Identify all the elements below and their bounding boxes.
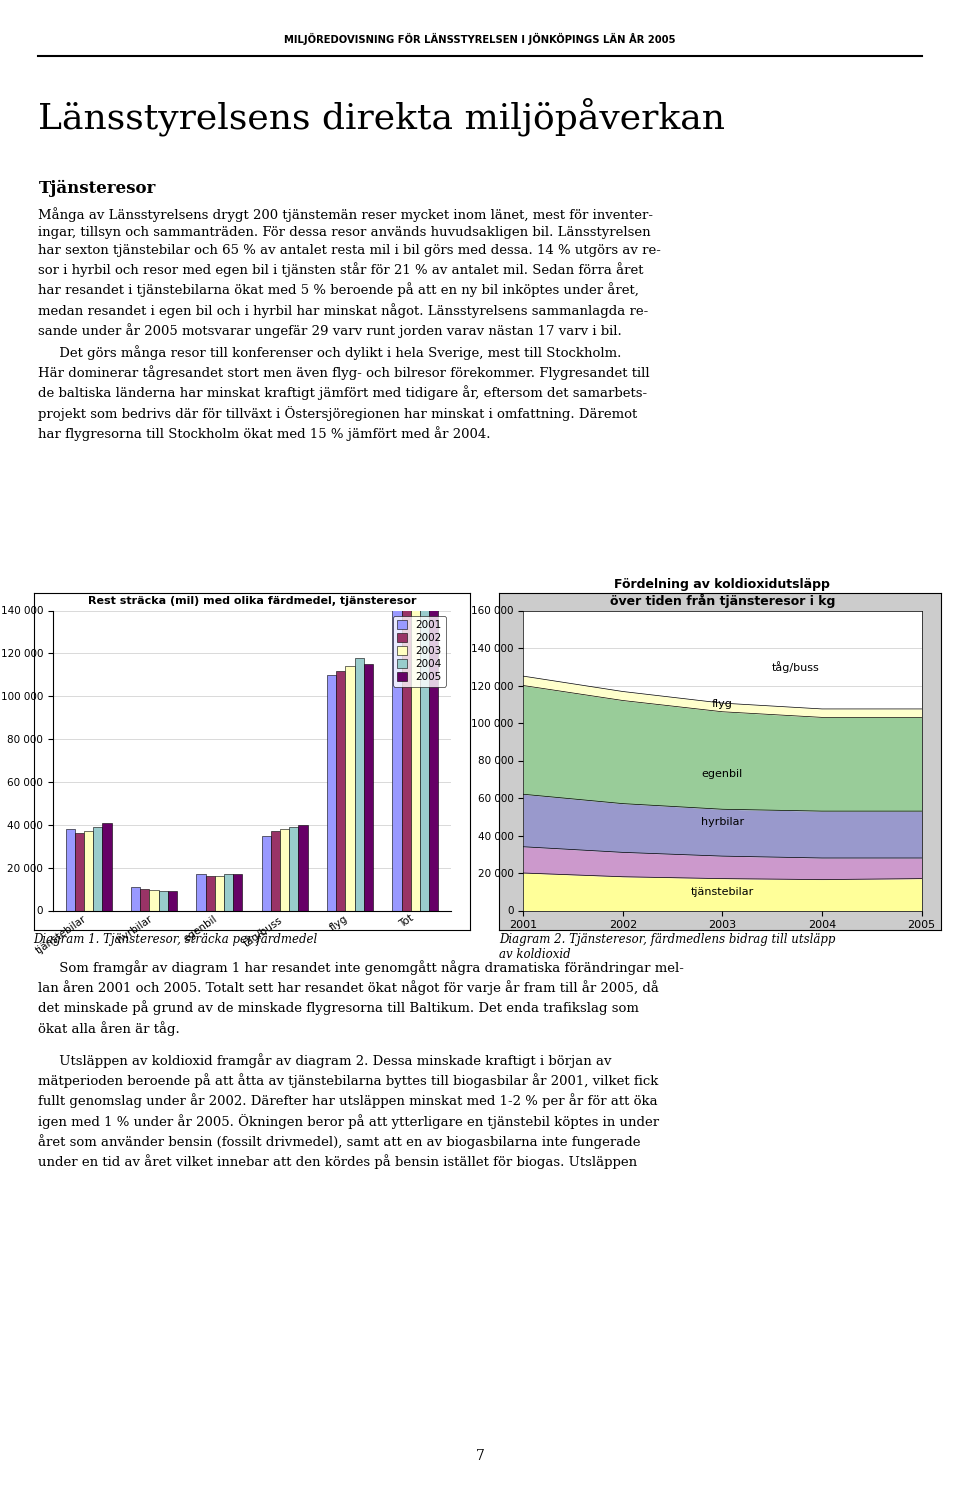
Text: Tjänsteresor: Tjänsteresor bbox=[38, 180, 156, 196]
Text: Diagram 1. Tjänsteresor, sträcka per färdmedel: Diagram 1. Tjänsteresor, sträcka per fär… bbox=[34, 933, 318, 946]
Bar bbox=[429, 435, 438, 910]
Text: av koldioxid: av koldioxid bbox=[499, 948, 571, 962]
Bar bbox=[233, 874, 242, 910]
Bar bbox=[140, 890, 150, 910]
Text: Det görs många resor till konferenser och dylikt i hela Sverige, mest till Stock: Det görs många resor till konferenser oc… bbox=[38, 345, 650, 441]
Bar bbox=[84, 831, 93, 910]
Text: Många av Länsstyrelsens drygt 200 tjänstemän reser mycket inom länet, mest för i: Många av Länsstyrelsens drygt 200 tjänst… bbox=[38, 207, 661, 338]
Bar bbox=[364, 664, 372, 910]
Bar bbox=[271, 831, 280, 910]
Bar bbox=[168, 891, 177, 910]
Bar bbox=[197, 874, 205, 910]
Bar bbox=[354, 657, 364, 910]
Bar bbox=[420, 435, 429, 910]
Text: 7: 7 bbox=[475, 1449, 485, 1462]
Text: egenbil: egenbil bbox=[702, 768, 743, 778]
Bar bbox=[327, 675, 336, 910]
Bar bbox=[150, 890, 158, 910]
Text: Som framgår av diagram 1 har resandet inte genomgått några dramatiska förändring: Som framgår av diagram 1 har resandet in… bbox=[38, 960, 684, 1035]
Bar bbox=[299, 825, 307, 910]
Bar bbox=[132, 886, 140, 910]
Text: Länsstyrelsens direkta miljöpåverkan: Länsstyrelsens direkta miljöpåverkan bbox=[38, 98, 726, 136]
Text: flyg: flyg bbox=[712, 699, 732, 709]
Bar bbox=[411, 452, 420, 910]
Bar bbox=[158, 891, 168, 910]
Bar bbox=[346, 666, 354, 910]
Bar bbox=[262, 836, 271, 910]
Bar bbox=[215, 876, 224, 910]
Bar bbox=[224, 874, 233, 910]
Text: hyrbilar: hyrbilar bbox=[701, 818, 744, 828]
Bar bbox=[401, 459, 411, 910]
Title: Fördelning av koldioxidutsläpp
över tiden från tjänsteresor i kg: Fördelning av koldioxidutsläpp över tide… bbox=[610, 578, 835, 608]
Bar bbox=[66, 830, 75, 910]
Bar bbox=[289, 827, 299, 910]
Bar bbox=[336, 670, 346, 910]
Bar bbox=[93, 827, 103, 910]
Bar bbox=[280, 830, 289, 910]
Bar bbox=[393, 459, 401, 910]
Text: Diagram 2. Tjänsteresor, färdmedlens bidrag till utsläpp: Diagram 2. Tjänsteresor, färdmedlens bid… bbox=[499, 933, 835, 946]
Text: MILJÖREDOVISNING FÖR LÄNSSTYRELSEN I JÖNKÖPINGS LÄN ÅR 2005: MILJÖREDOVISNING FÖR LÄNSSTYRELSEN I JÖN… bbox=[284, 33, 676, 45]
Text: tjänstebilar: tjänstebilar bbox=[691, 886, 754, 897]
Title: Rest sträcka (mil) med olika färdmedel, tjänsteresor: Rest sträcka (mil) med olika färdmedel, … bbox=[87, 596, 417, 606]
Bar bbox=[103, 822, 111, 910]
Bar bbox=[205, 876, 215, 910]
Text: tåg/buss: tåg/buss bbox=[772, 662, 820, 672]
Text: Utsläppen av koldioxid framgår av diagram 2. Dessa minskade kraftigt i början av: Utsläppen av koldioxid framgår av diagra… bbox=[38, 1053, 660, 1168]
Bar bbox=[75, 834, 84, 910]
Legend: 2001, 2002, 2003, 2004, 2005: 2001, 2002, 2003, 2004, 2005 bbox=[393, 615, 446, 687]
